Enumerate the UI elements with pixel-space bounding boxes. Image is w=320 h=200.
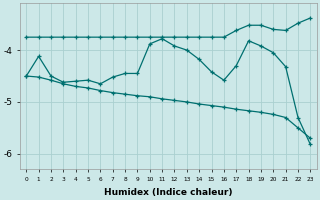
X-axis label: Humidex (Indice chaleur): Humidex (Indice chaleur) (104, 188, 233, 197)
